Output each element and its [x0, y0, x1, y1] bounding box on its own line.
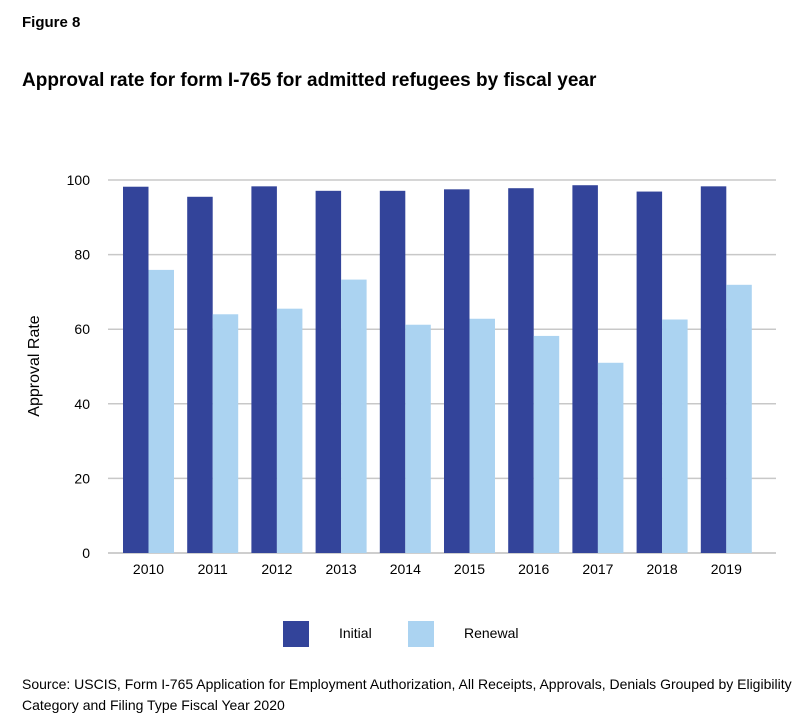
bar-initial-2018	[636, 191, 663, 554]
bar-renewal-2015	[469, 318, 495, 553]
bars	[123, 185, 752, 554]
bar-initial-2013	[315, 190, 342, 553]
bar-renewal-2011	[212, 314, 239, 553]
x-tick-label: 2016	[518, 561, 549, 577]
y-tick-label: 20	[74, 470, 90, 486]
bar-renewal-2016	[533, 335, 560, 553]
figure-label: Figure 8	[22, 14, 81, 31]
x-tick-labels: 2010 2011 2012 2013 2014 2015 2016 2017 2018 2019	[133, 561, 742, 577]
x-tick-label: 2018	[647, 561, 678, 577]
bar-renewal-2012	[276, 308, 303, 553]
legend-swatch-renewal	[408, 621, 434, 647]
x-tick-label: 2012	[261, 561, 292, 577]
bar-renewal-2013	[341, 279, 367, 553]
bar-initial-2014	[379, 190, 406, 553]
y-tick-labels: 0 20 40 60 80 100	[67, 172, 91, 561]
bar-renewal-2018	[662, 319, 688, 553]
bar-initial-2011	[187, 196, 213, 553]
bar-renewal-2017	[597, 362, 624, 553]
x-tick-label: 2010	[133, 561, 164, 577]
x-tick-label: 2017	[582, 561, 613, 577]
y-tick-label: 80	[74, 247, 90, 263]
bar-renewal-2010	[148, 269, 174, 553]
y-tick-label: 60	[74, 321, 90, 337]
chart-title: Approval rate for form I-765 for admitte…	[22, 70, 597, 91]
x-tick-label: 2015	[454, 561, 485, 577]
bar-initial-2010	[123, 186, 149, 554]
y-tick-label: 100	[67, 172, 91, 188]
y-tick-label: 40	[74, 396, 90, 412]
legend-swatch-initial	[283, 621, 309, 647]
legend: Initial Renewal	[0, 618, 810, 648]
bar-initial-2016	[508, 188, 534, 553]
y-tick-label: 0	[82, 545, 90, 561]
bar-initial-2015	[444, 189, 470, 553]
x-tick-label: 2014	[390, 561, 421, 577]
y-axis-label: Approval Rate	[26, 315, 43, 416]
bar-renewal-2019	[726, 284, 752, 553]
legend-label-initial: Initial	[339, 625, 372, 641]
bar-renewal-2014	[405, 324, 431, 553]
legend-label-renewal: Renewal	[464, 625, 519, 641]
bar-initial-2019	[700, 186, 727, 553]
x-tick-label: 2013	[326, 561, 357, 577]
bar-initial-2017	[572, 185, 598, 554]
source-note: Source: USCIS, Form I-765 Application fo…	[22, 676, 792, 713]
x-tick-label: 2011	[198, 561, 228, 577]
x-tick-label: 2019	[711, 561, 742, 577]
bar-initial-2012	[251, 186, 277, 553]
